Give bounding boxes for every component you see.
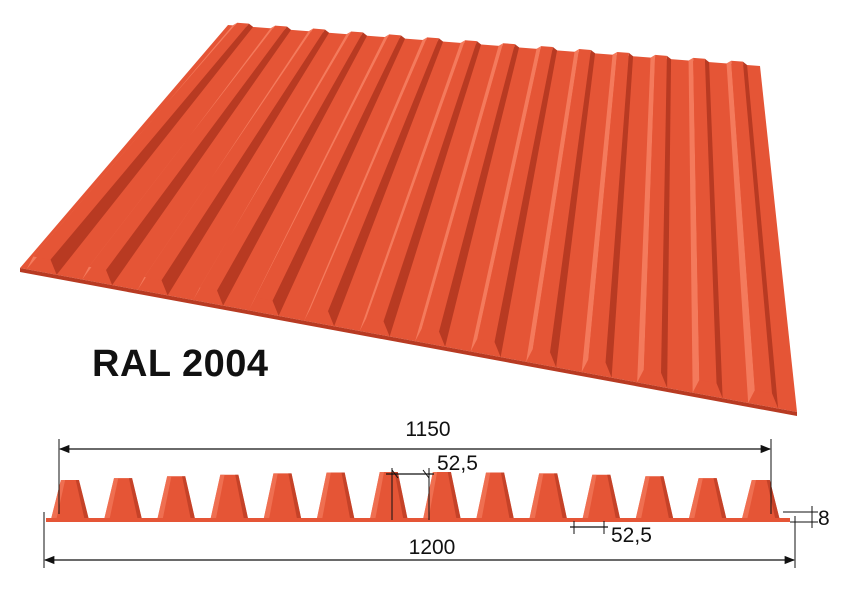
dimension-1200: 1200 bbox=[43, 512, 796, 568]
dimension-1150-label: 1150 bbox=[405, 418, 450, 441]
sheet-cross-section bbox=[46, 472, 790, 522]
rib-face-light bbox=[726, 60, 755, 403]
profile-rib-shadow bbox=[235, 474, 248, 518]
rib-face-shadow bbox=[272, 35, 406, 316]
rib-top bbox=[477, 46, 553, 342]
rib-face-shadow bbox=[439, 44, 520, 347]
rib-top bbox=[588, 51, 629, 363]
dimension-bottom-flange: 52,5 bbox=[570, 521, 652, 547]
profile-rib-highlight bbox=[582, 474, 597, 518]
rib-top bbox=[421, 43, 515, 332]
profile-rib-shadow bbox=[182, 476, 195, 518]
profile-rib-shadow bbox=[660, 476, 674, 518]
rib-top bbox=[199, 31, 363, 291]
rib-face-shadow bbox=[605, 52, 634, 378]
profile-rib-highlight bbox=[317, 472, 331, 518]
dimension-1150: 1150 bbox=[58, 418, 772, 514]
rib-face-light bbox=[248, 34, 390, 311]
rib-face-light bbox=[359, 40, 466, 331]
rib-face-shadow bbox=[217, 32, 368, 306]
rib-face-light bbox=[415, 43, 504, 342]
profile-rib-highlight bbox=[689, 478, 703, 518]
profile-rib-highlight bbox=[529, 473, 544, 518]
profile-rib-highlight bbox=[370, 472, 384, 518]
rib-face-light bbox=[304, 37, 428, 321]
rib-face-light bbox=[637, 54, 656, 383]
rib-top bbox=[144, 28, 325, 281]
sheet-edge bbox=[20, 268, 797, 416]
profile-rib-highlight bbox=[263, 473, 278, 518]
profile-rib-shadow bbox=[766, 480, 780, 518]
profile-rib-highlight bbox=[476, 472, 491, 518]
profile-rib-highlight bbox=[742, 480, 756, 518]
dimension-1200-label: 1200 bbox=[409, 536, 456, 559]
rib-top bbox=[310, 37, 439, 312]
rib-face-light bbox=[526, 49, 580, 362]
height-label: 8 bbox=[818, 507, 830, 530]
rib-face-light bbox=[581, 51, 618, 373]
top-flange-label: 52,5 bbox=[437, 452, 478, 475]
profile-rib-shadow bbox=[75, 480, 89, 518]
profile-body bbox=[46, 472, 790, 522]
rib-face-shadow bbox=[704, 58, 723, 399]
rib-top bbox=[255, 34, 401, 301]
rib-face-shadow bbox=[494, 47, 558, 358]
profile-rib-shadow bbox=[500, 472, 514, 518]
profile-rib-highlight bbox=[157, 476, 172, 518]
profile-rib-shadow bbox=[607, 474, 620, 518]
rib-top bbox=[88, 25, 287, 270]
profile-rib-highlight bbox=[635, 476, 650, 518]
rib-top bbox=[643, 54, 667, 373]
rib-face-shadow bbox=[550, 49, 596, 368]
rib-face-shadow bbox=[161, 29, 330, 296]
rib-face-shadow bbox=[742, 61, 779, 409]
rib-top bbox=[693, 57, 717, 384]
rib-top bbox=[532, 49, 591, 353]
profile-rib-highlight bbox=[210, 474, 225, 518]
corrugated-sheet-3d bbox=[20, 22, 797, 416]
rib-face-shadow bbox=[106, 26, 292, 286]
rib-face-light bbox=[688, 57, 700, 393]
dimension-top-flange: 52,5 bbox=[386, 452, 478, 520]
dimension-height: 8 bbox=[783, 506, 830, 530]
profile-rib-shadow bbox=[554, 473, 567, 518]
rib-top bbox=[33, 22, 249, 260]
rib-top bbox=[366, 40, 477, 322]
profile-rib-shadow bbox=[341, 472, 355, 518]
profile-rib-shadow bbox=[447, 472, 461, 518]
rib-face-light bbox=[470, 46, 542, 352]
profile-rib-shadow bbox=[128, 478, 142, 518]
profile-rib-shadow bbox=[394, 472, 408, 518]
profile-rib-highlight bbox=[104, 478, 119, 518]
rib-face-shadow bbox=[383, 41, 482, 337]
profile-rib-highlight bbox=[51, 480, 66, 518]
profile-rib-shadow bbox=[288, 473, 302, 518]
rib-face-shadow bbox=[661, 55, 672, 388]
profile-rib-highlight bbox=[423, 472, 438, 518]
ral-color-label: RAL 2004 bbox=[92, 343, 269, 385]
rib-face-shadow bbox=[328, 38, 444, 327]
rib-top bbox=[731, 60, 773, 394]
profile-rib-shadow bbox=[713, 478, 727, 518]
rib-face-shadow bbox=[50, 23, 254, 275]
bottom-flange-label: 52,5 bbox=[611, 524, 652, 547]
